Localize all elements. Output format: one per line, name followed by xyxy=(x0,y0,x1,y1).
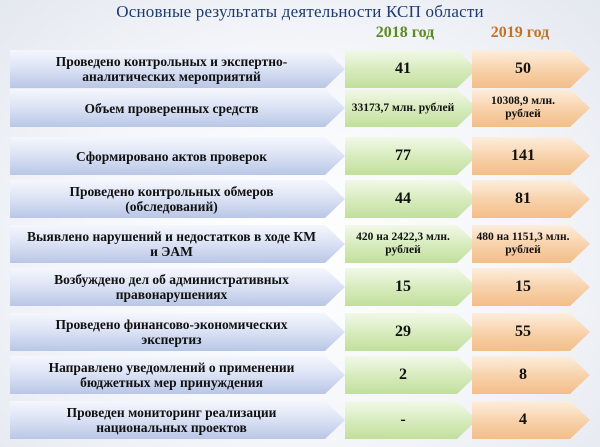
value-2018: 29 xyxy=(345,313,477,351)
table-row: Проведен мониторинг реализации националь… xyxy=(10,401,590,439)
row-label: Проведен мониторинг реализации националь… xyxy=(10,401,345,439)
value-2018: - xyxy=(345,401,477,439)
table-row: Проведено финансово-экономических экспер… xyxy=(10,313,590,351)
value-2018: 41 xyxy=(345,50,477,88)
value-2019: 10308,9 млн. рублей xyxy=(472,89,590,127)
table-row: Проведено контрольных и экспертно-аналит… xyxy=(10,50,590,88)
row-label: Сформировано актов проверок xyxy=(10,137,345,175)
value-2019: 141 xyxy=(472,137,590,175)
column-header-2019: 2019 год xyxy=(490,24,550,41)
value-2018: 33173,7 млн. рублей xyxy=(345,89,477,127)
table-row: Выявлено нарушений и недостатков в ходе … xyxy=(10,225,590,263)
row-label: Проведено контрольных обмеров (обследова… xyxy=(10,180,345,218)
row-label: Объем проверенных средств xyxy=(10,89,345,127)
row-label: Выявлено нарушений и недостатков в ходе … xyxy=(10,225,345,263)
table-row: Объем проверенных средств 33173,7 млн. ру… xyxy=(10,89,590,127)
table-row: Проведено контрольных обмеров (обследова… xyxy=(10,180,590,218)
row-label: Направлено уведомлений о применении бюдж… xyxy=(10,356,345,394)
table-row: Сформировано актов проверок 77 141 xyxy=(10,137,590,175)
page-title: Основные результаты деятельности КСП обл… xyxy=(116,2,484,21)
value-2019: 15 xyxy=(472,268,590,306)
value-2018: 15 xyxy=(345,268,477,306)
value-2018: 44 xyxy=(345,180,477,218)
value-2019: 480 на 1151,3 млн. рублей xyxy=(472,225,590,263)
value-2019: 50 xyxy=(472,50,590,88)
value-2019: 55 xyxy=(472,313,590,351)
table-row: Направлено уведомлений о применении бюдж… xyxy=(10,356,590,394)
value-2018: 77 xyxy=(345,137,477,175)
table-row: Возбуждено дел об административных право… xyxy=(10,268,590,306)
row-label: Возбуждено дел об административных право… xyxy=(10,268,345,306)
value-2019: 81 xyxy=(472,180,590,218)
value-2018: 2 xyxy=(345,356,477,394)
value-2018: 420 на 2422,3 млн. рублей xyxy=(345,225,477,263)
row-label: Проведено контрольных и экспертно-аналит… xyxy=(10,50,345,88)
row-label: Проведено финансово-экономических экспер… xyxy=(10,313,345,351)
value-2019: 4 xyxy=(472,401,590,439)
column-header-2018: 2018 год xyxy=(375,24,435,41)
value-2019: 8 xyxy=(472,356,590,394)
